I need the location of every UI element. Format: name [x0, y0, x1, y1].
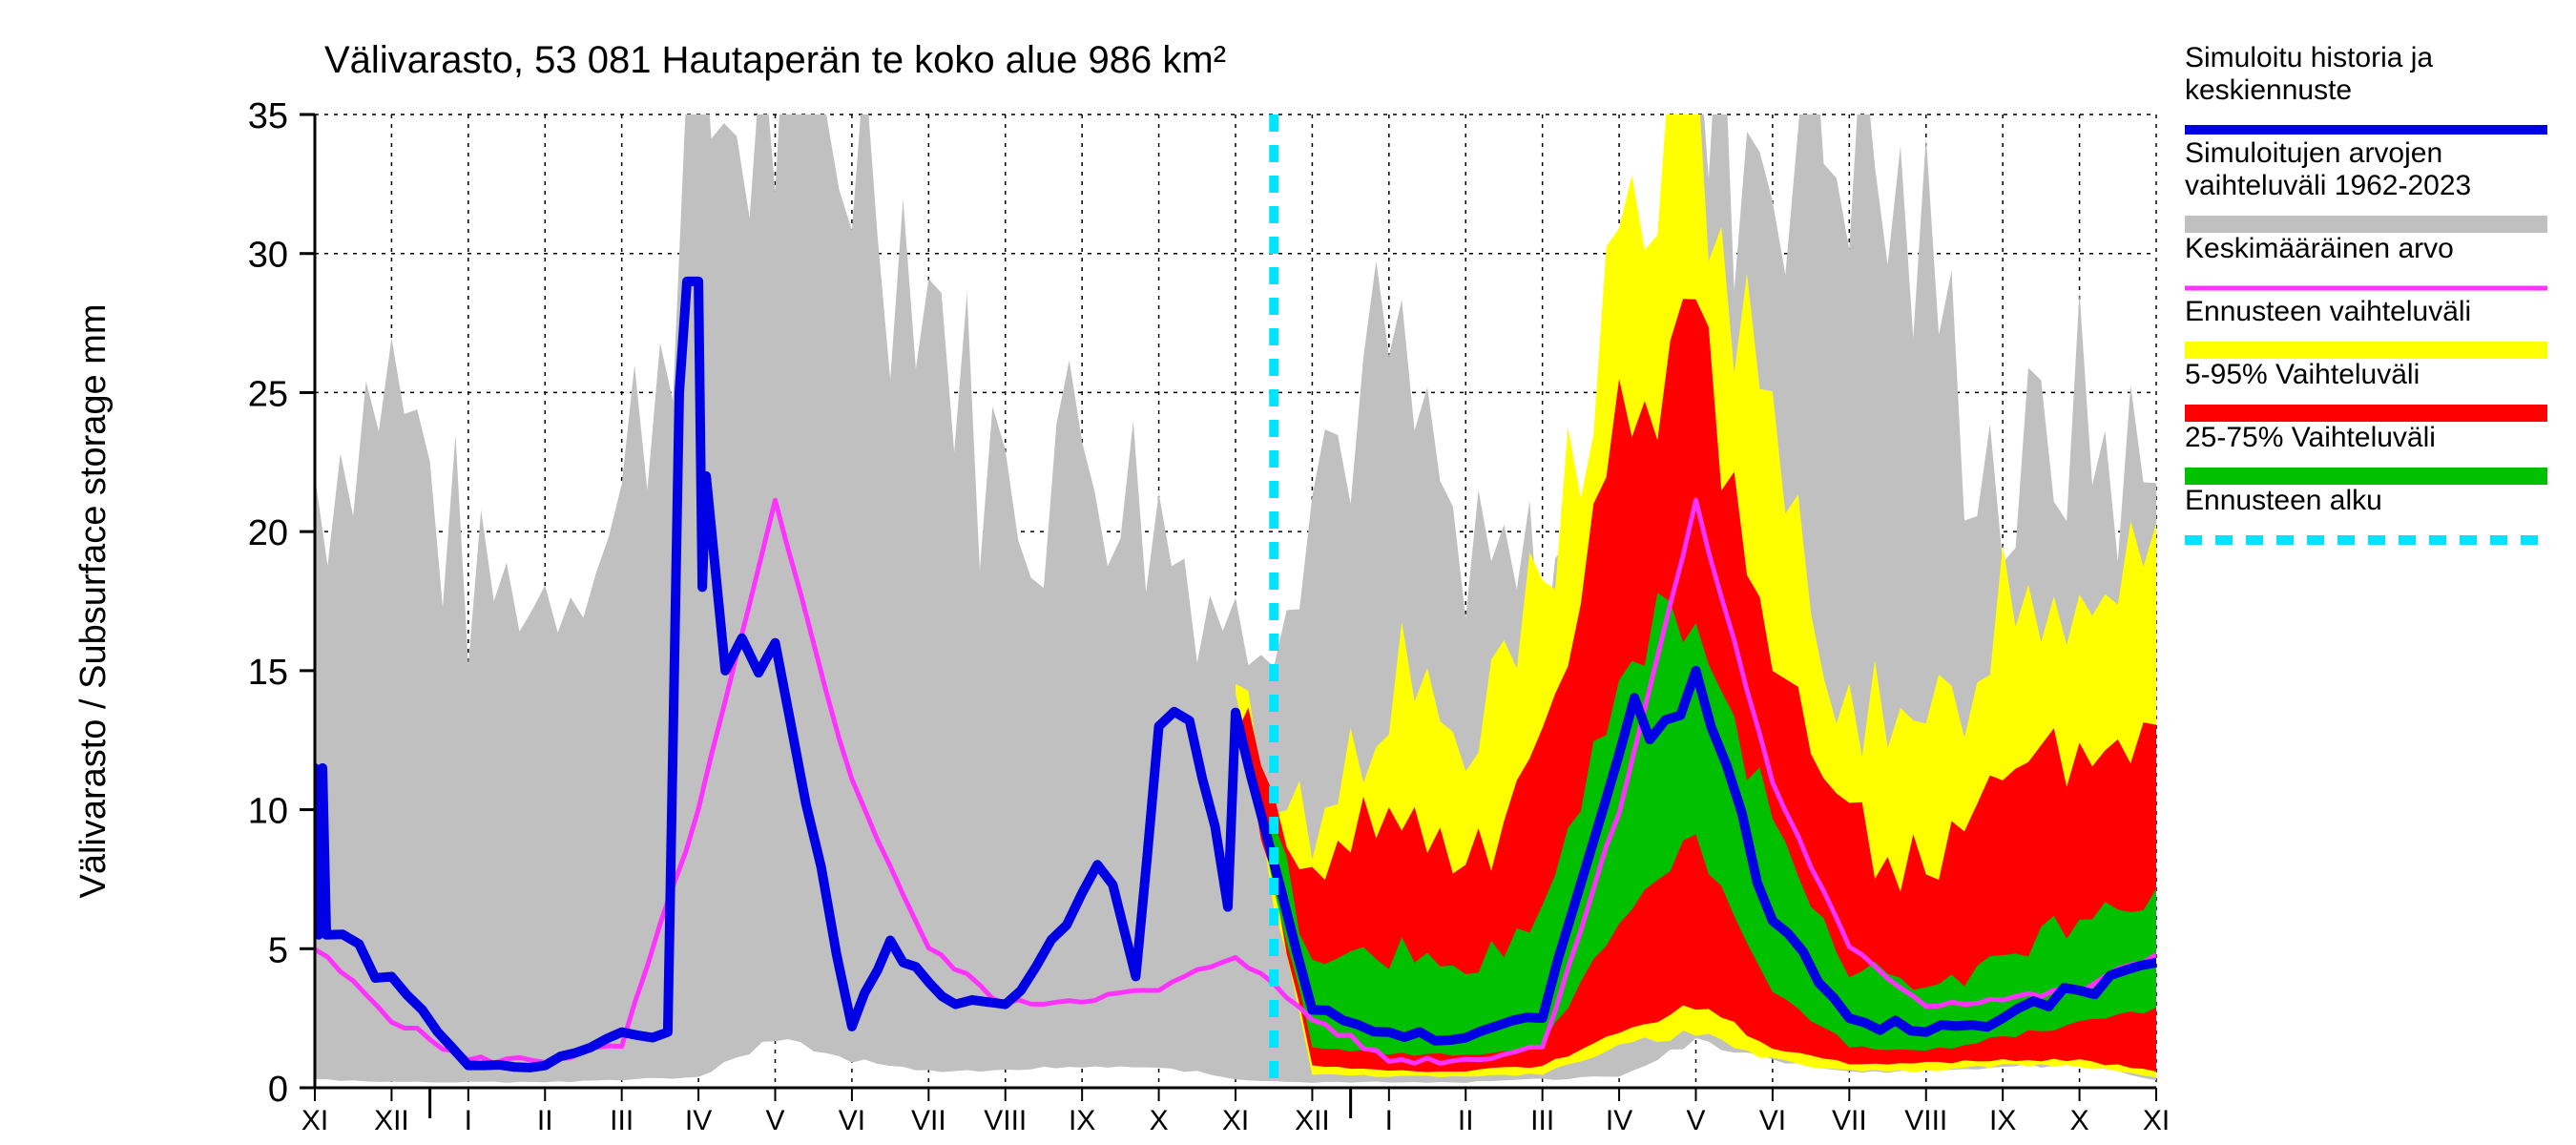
- x-month-label: VIII: [984, 1105, 1027, 1136]
- legend-label: Ennusteen alku: [2185, 485, 2382, 516]
- legend-label: Keskimääräinen arvo: [2185, 233, 2454, 264]
- x-month-label: I: [465, 1105, 472, 1136]
- x-month-label: VI: [839, 1105, 865, 1136]
- x-month-label: X: [1150, 1105, 1169, 1136]
- chart-title: Välivarasto, 53 081 Hautaperän te koko a…: [324, 39, 1226, 81]
- x-month-label: X: [2070, 1105, 2089, 1136]
- legend-label: Simuloitu historia ja: [2185, 42, 2433, 73]
- legend-label: 5-95% Vaihteluväli: [2185, 359, 2420, 390]
- x-month-label: XII: [1295, 1105, 1330, 1136]
- y-tick-label: 5: [268, 930, 288, 970]
- legend-swatch: [2185, 216, 2547, 233]
- x-month-label: VII: [911, 1105, 946, 1136]
- y-tick-label: 0: [268, 1070, 288, 1110]
- chart-root: 05101520253035XIXIIIIIIIIIVVVIVIIVIIIIXX…: [0, 0, 2576, 1145]
- y-tick-label: 30: [248, 236, 288, 276]
- legend-swatch: [2185, 468, 2547, 485]
- x-month-label: VIII: [1904, 1105, 1947, 1136]
- legend-label: Simuloitujen arvojen: [2185, 137, 2442, 169]
- x-month-label: V: [765, 1105, 784, 1136]
- x-month-label: IX: [1069, 1105, 1095, 1136]
- y-tick-label: 20: [248, 513, 288, 553]
- legend-label: vaihteluväli 1962-2023: [2185, 170, 2471, 201]
- x-month-label: XI: [1222, 1105, 1249, 1136]
- y-tick-label: 15: [248, 653, 288, 693]
- y-tick-label: 10: [248, 792, 288, 832]
- x-month-label: II: [537, 1105, 553, 1136]
- x-month-label: VI: [1759, 1105, 1786, 1136]
- x-month-label: I: [1385, 1105, 1393, 1136]
- x-month-label: XII: [374, 1105, 409, 1136]
- x-month-label: IV: [1606, 1105, 1632, 1136]
- chart-svg: 05101520253035XIXIIIIIIIIIVVVIVIIVIIIIXX…: [0, 0, 2576, 1145]
- y-axis-label: Välivarasto / Subsurface storage mm: [73, 303, 114, 898]
- legend-swatch: [2185, 342, 2547, 359]
- legend-swatch: [2185, 405, 2547, 422]
- x-month-label: XI: [301, 1105, 328, 1136]
- legend: Simuloitu historia jakeskiennuste Simuloi…: [2185, 42, 2547, 540]
- legend-label: keskiennuste: [2185, 74, 2352, 106]
- x-month-label: II: [1458, 1105, 1474, 1136]
- x-month-label: IX: [1989, 1105, 2016, 1136]
- x-month-label: III: [1530, 1105, 1554, 1136]
- x-month-label: XI: [2143, 1105, 2170, 1136]
- y-tick-label: 35: [248, 96, 288, 136]
- x-month-label: V: [1686, 1105, 1705, 1136]
- x-month-label: III: [610, 1105, 634, 1136]
- y-tick-label: 25: [248, 374, 288, 414]
- x-month-label: VII: [1832, 1105, 1867, 1136]
- x-month-label: IV: [685, 1105, 712, 1136]
- legend-label: 25-75% Vaihteluväli: [2185, 422, 2436, 453]
- legend-label: Ennusteen vaihteluväli: [2185, 296, 2471, 327]
